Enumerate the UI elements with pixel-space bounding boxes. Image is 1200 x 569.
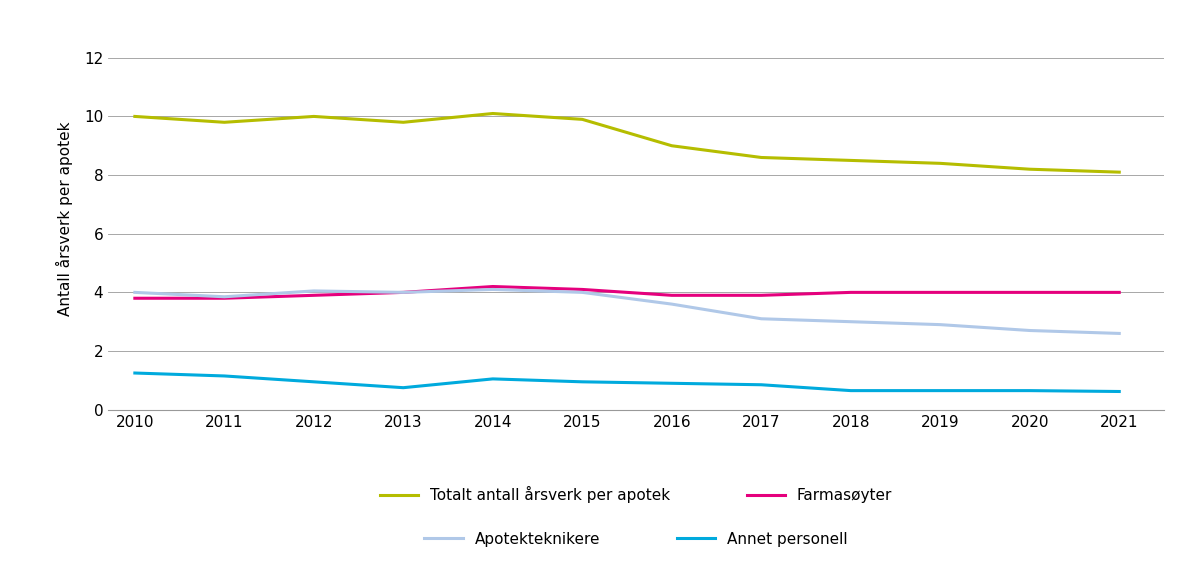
Legend: Apotekteknikere, Annet personell: Apotekteknikere, Annet personell bbox=[425, 531, 847, 547]
Y-axis label: Antall årsverk per apotek: Antall årsverk per apotek bbox=[55, 122, 73, 316]
